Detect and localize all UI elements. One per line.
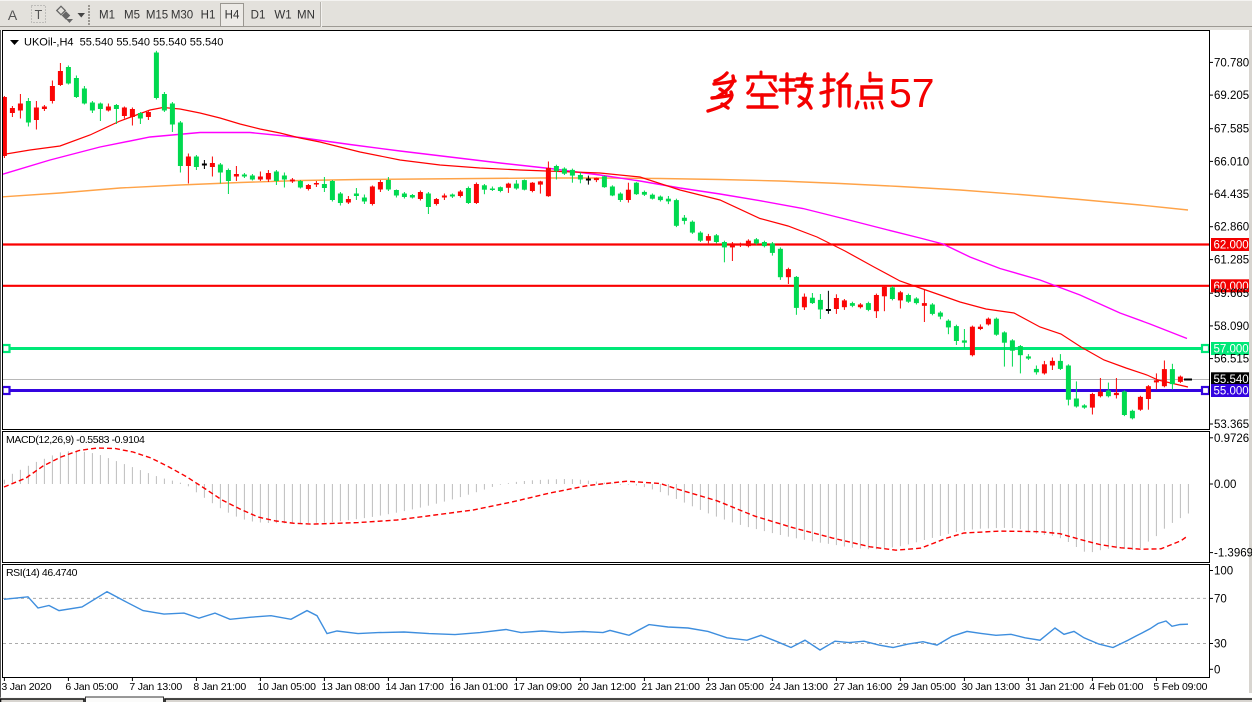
svg-text:30 Jan 13:00: 30 Jan 13:00	[961, 681, 1020, 693]
svg-text:MACD(12,26,9) -0.5583 -0.9104: MACD(12,26,9) -0.5583 -0.9104	[6, 434, 145, 446]
svg-text:24 Jan 13:00: 24 Jan 13:00	[769, 681, 828, 693]
svg-text:66.010: 66.010	[1214, 156, 1249, 168]
svg-text:69.205: 69.205	[1214, 90, 1249, 102]
svg-text:56.515: 56.515	[1214, 354, 1249, 366]
svg-text:W1: W1	[274, 10, 291, 22]
svg-text:60.000: 60.000	[1214, 281, 1249, 293]
svg-text:M1: M1	[99, 10, 115, 22]
svg-text:30: 30	[1214, 639, 1227, 651]
svg-text:70: 70	[1214, 593, 1227, 605]
svg-text:4 Feb 01:00: 4 Feb 01:00	[1089, 681, 1143, 693]
svg-text:23 Jan 05:00: 23 Jan 05:00	[705, 681, 764, 693]
svg-text:62.860: 62.860	[1214, 222, 1249, 234]
svg-text:10 Jan 05:00: 10 Jan 05:00	[257, 681, 316, 693]
svg-text:17 Jan 09:00: 17 Jan 09:00	[513, 681, 572, 693]
svg-text:H4: H4	[225, 10, 240, 22]
svg-text:MN: MN	[297, 10, 315, 22]
svg-text:59.665: 59.665	[1214, 288, 1249, 300]
svg-text:61.285: 61.285	[1214, 255, 1249, 267]
svg-text:55.000: 55.000	[1214, 386, 1249, 398]
svg-text:27 Jan 16:00: 27 Jan 16:00	[833, 681, 892, 693]
svg-text:20 Jan 12:00: 20 Jan 12:00	[577, 681, 636, 693]
svg-text:M5: M5	[124, 10, 140, 22]
svg-text:70.780: 70.780	[1214, 57, 1249, 69]
svg-text:53.365: 53.365	[1214, 419, 1249, 431]
svg-text:58.090: 58.090	[1214, 321, 1249, 333]
svg-text:67.585: 67.585	[1214, 124, 1249, 136]
svg-text:14 Jan 17:00: 14 Jan 17:00	[385, 681, 444, 693]
svg-text:-1.3969: -1.3969	[1214, 548, 1252, 560]
svg-text:8 Jan 21:00: 8 Jan 21:00	[193, 681, 246, 693]
svg-text:3 Jan 2020: 3 Jan 2020	[1, 681, 51, 693]
svg-text:7 Jan 13:00: 7 Jan 13:00	[129, 681, 182, 693]
svg-text:RSI(14) 46.4740: RSI(14) 46.4740	[6, 567, 78, 579]
svg-text:0: 0	[1214, 664, 1220, 676]
svg-text:16 Jan 01:00: 16 Jan 01:00	[449, 681, 508, 693]
svg-text:H1: H1	[201, 10, 216, 22]
svg-text:6 Jan 05:00: 6 Jan 05:00	[65, 681, 118, 693]
svg-text:5 Feb 09:00: 5 Feb 09:00	[1153, 681, 1207, 693]
svg-text:A: A	[8, 7, 18, 23]
svg-text:T: T	[35, 8, 43, 22]
svg-text:0.9726: 0.9726	[1214, 433, 1249, 445]
svg-text:55.540: 55.540	[1214, 374, 1249, 386]
svg-text:100: 100	[1214, 566, 1233, 578]
svg-text:13 Jan 08:00: 13 Jan 08:00	[321, 681, 380, 693]
svg-text:29 Jan 05:00: 29 Jan 05:00	[897, 681, 956, 693]
svg-text:M30: M30	[171, 10, 193, 22]
svg-text:31 Jan 21:00: 31 Jan 21:00	[1025, 681, 1084, 693]
svg-text:D1: D1	[251, 10, 266, 22]
svg-text:57: 57	[889, 70, 935, 116]
svg-text:62.000: 62.000	[1214, 240, 1249, 252]
svg-text:57.000: 57.000	[1214, 344, 1249, 356]
svg-text:M15: M15	[146, 10, 168, 22]
svg-text:21 Jan 21:00: 21 Jan 21:00	[641, 681, 700, 693]
svg-text:0.00: 0.00	[1214, 479, 1236, 491]
svg-text:64.435: 64.435	[1214, 189, 1249, 201]
svg-text:UKOil-,H4 55.540 55.540 55.54: UKOil-,H4 55.540 55.540 55.540 55.540	[24, 37, 223, 49]
